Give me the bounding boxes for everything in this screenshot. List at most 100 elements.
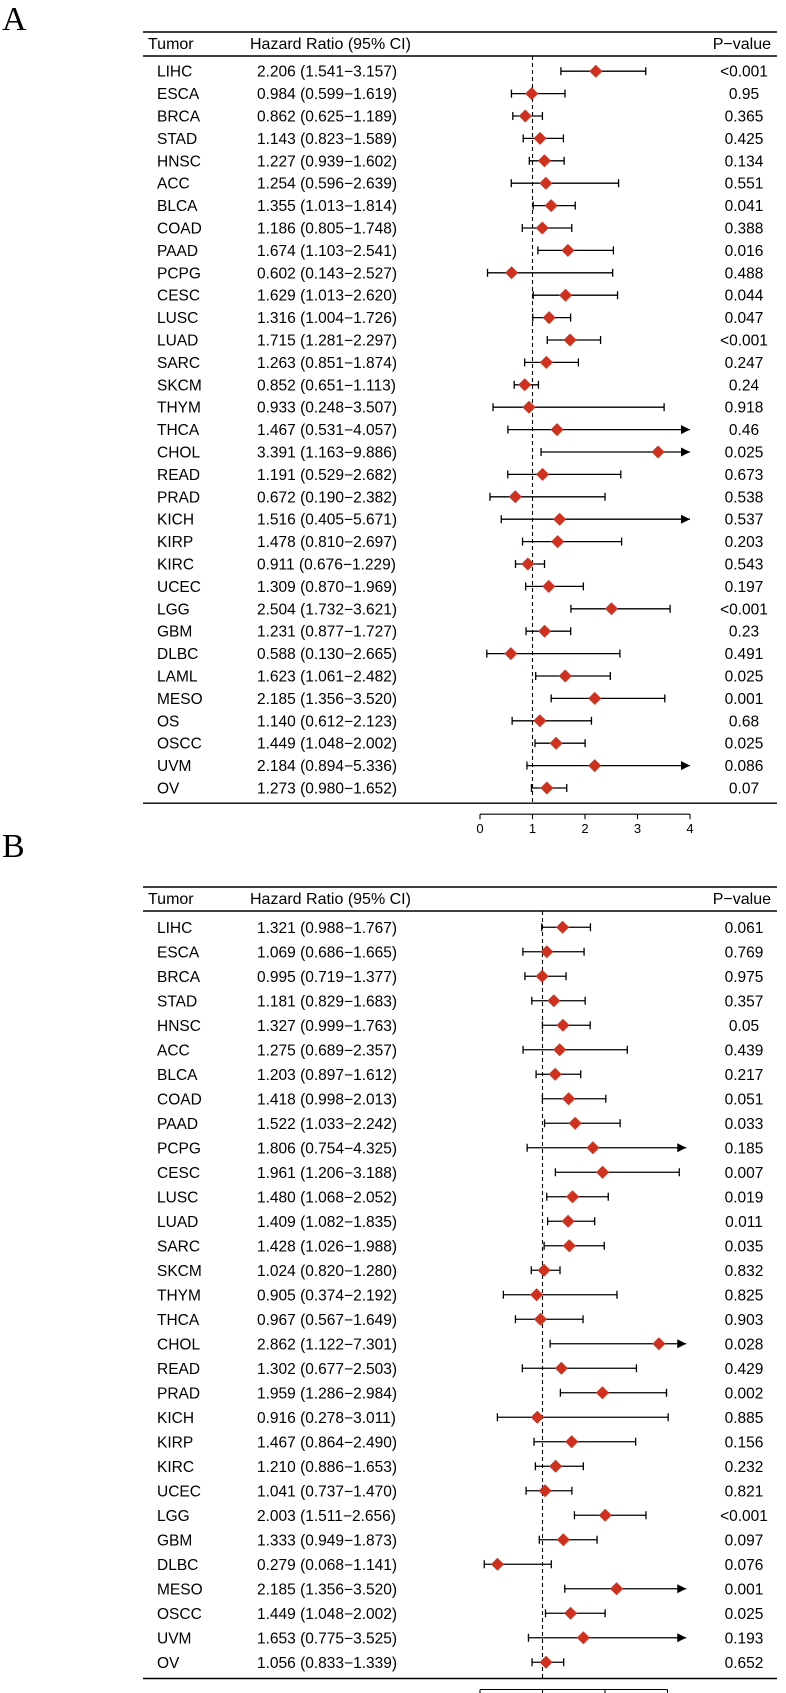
tumor-label: LUSC xyxy=(157,1189,198,1206)
hazard-ratio-text: 1.275 (0.689−2.357) xyxy=(257,1042,397,1059)
hazard-ratio-text: 1.186 (0.805−1.748) xyxy=(257,221,397,238)
tumor-label: CHOL xyxy=(157,445,200,462)
row-brca: BRCA 0.862 (0.625−1.189) 0.365 xyxy=(157,109,763,126)
hazard-ratio-text: 2.184 (0.894−5.336) xyxy=(257,758,397,775)
hazard-ratio-text: 2.185 (1.356−3.520) xyxy=(257,691,397,708)
p-value: 0.001 xyxy=(725,1581,764,1598)
tumor-label: SKCM xyxy=(157,377,202,394)
p-value: 0.46 xyxy=(729,422,759,439)
hr-diamond xyxy=(542,311,556,325)
hr-diamond xyxy=(566,1190,579,1204)
tumor-label: READ xyxy=(157,467,200,484)
row-os: OS 1.140 (0.612−2.123) 0.68 xyxy=(157,713,759,730)
row-cesc: CESC 1.961 (1.206−3.188) 0.007 xyxy=(157,1165,763,1182)
p-value: 0.247 xyxy=(725,355,764,372)
row-paad: PAAD 1.674 (1.103−2.541) 0.016 xyxy=(157,243,763,260)
hr-diamond xyxy=(598,1508,612,1522)
ci-arrow xyxy=(677,1339,687,1349)
p-value: 0.001 xyxy=(725,691,764,708)
row-lusc: LUSC 1.316 (1.004−1.726) 0.047 xyxy=(157,310,763,327)
tumor-label: LGG xyxy=(157,601,190,618)
hazard-ratio-text: 0.862 (0.625−1.189) xyxy=(257,109,397,126)
hr-diamond xyxy=(554,1361,568,1375)
p-value: 0.035 xyxy=(725,1238,764,1255)
hazard-ratio-text: 2.003 (1.511−2.656) xyxy=(257,1508,396,1525)
tumor-label: ACC xyxy=(157,176,190,193)
row-coad: COAD 1.418 (0.998−2.013) 0.051 xyxy=(157,1091,763,1108)
hr-diamond xyxy=(550,423,564,437)
tumor-label: BLCA xyxy=(157,1067,198,1084)
row-lusc: LUSC 1.480 (1.068−2.052) 0.019 xyxy=(157,1189,763,1206)
row-cesc: CESC 1.629 (1.013−2.620) 0.044 xyxy=(157,288,764,305)
hr-diamond xyxy=(568,1116,582,1130)
hr-diamond xyxy=(604,602,618,616)
ci-arrow xyxy=(681,514,690,524)
tumor-label: KIRP xyxy=(157,1434,193,1451)
row-hnsc: HNSC 1.227 (0.939−1.602) 0.134 xyxy=(157,153,764,170)
x-tick-label: 0 xyxy=(476,821,483,836)
hr-diamond xyxy=(559,288,573,302)
hazard-ratio-text: 1.467 (0.531−4.057) xyxy=(257,422,397,439)
hazard-ratio-text: 1.715 (1.281−2.297) xyxy=(257,333,397,350)
hr-diamond xyxy=(548,1067,562,1081)
hr-diamond xyxy=(537,154,551,168)
hr-diamond xyxy=(562,1239,576,1253)
row-uvm: UVM 1.653 (0.775−3.525) 0.193 xyxy=(157,1630,763,1647)
p-value: 0.002 xyxy=(725,1385,764,1402)
x-tick-label: 3 xyxy=(634,821,641,836)
hazard-ratio-text: 1.024 (0.820−1.280) xyxy=(257,1263,397,1280)
p-value: 0.232 xyxy=(725,1459,764,1476)
row-esca: ESCA 1.069 (0.686−1.665) 0.769 xyxy=(157,944,763,961)
p-value: 0.217 xyxy=(725,1067,764,1084)
hr-diamond xyxy=(556,1533,570,1547)
row-lgg: LGG 2.003 (1.511−2.656) <0.001 xyxy=(157,1508,768,1525)
hazard-ratio-text: 0.852 (0.651−1.113) xyxy=(257,377,396,394)
tumor-label: LAML xyxy=(157,669,198,686)
hazard-ratio-text: 0.602 (0.143−2.527) xyxy=(257,265,397,282)
row-stad: STAD 1.143 (0.823−1.589) 0.425 xyxy=(157,131,763,148)
tumor-label: OS xyxy=(157,713,179,730)
hr-diamond xyxy=(588,691,602,705)
row-chol: CHOL 2.862 (1.122−7.301) 0.028 xyxy=(157,1336,763,1353)
hazard-ratio-text: 1.143 (0.823−1.589) xyxy=(257,131,397,148)
p-value: 0.156 xyxy=(725,1434,764,1451)
hazard-ratio-text: 1.629 (1.013−2.620) xyxy=(257,288,397,305)
row-stad: STAD 1.181 (0.829−1.683) 0.357 xyxy=(157,993,763,1010)
tumor-label: READ xyxy=(157,1361,200,1378)
tumor-label: KICH xyxy=(157,1410,194,1427)
p-value: <0.001 xyxy=(720,601,768,618)
row-skcm: SKCM 1.024 (0.820−1.280) 0.832 xyxy=(157,1263,763,1280)
tumor-label: GBM xyxy=(157,1532,192,1549)
hazard-ratio-text: 1.181 (0.829−1.683) xyxy=(257,993,397,1010)
p-value: 0.388 xyxy=(725,221,764,238)
p-value: 0.134 xyxy=(725,153,764,170)
p-value: 0.076 xyxy=(725,1557,764,1574)
tumor-label: HNSC xyxy=(157,153,201,170)
hazard-ratio-text: 1.480 (1.068−2.052) xyxy=(257,1189,397,1206)
tumor-label: PRAD xyxy=(157,1385,200,1402)
hazard-ratio-text: 2.862 (1.122−7.301) xyxy=(257,1336,397,1353)
tumor-label: COAD xyxy=(157,221,202,238)
row-ov: OV 1.273 (0.980−1.652) 0.07 xyxy=(157,781,759,798)
tumor-label: SARC xyxy=(157,355,200,372)
hr-diamond xyxy=(539,355,553,369)
hazard-ratio-text: 1.056 (0.833−1.339) xyxy=(257,1655,397,1672)
hr-diamond xyxy=(540,781,554,795)
hazard-ratio-text: 0.933 (0.248−3.507) xyxy=(257,400,397,417)
hr-diamond xyxy=(562,1092,576,1106)
tumor-label: HNSC xyxy=(157,1018,201,1035)
row-gbm: GBM 1.333 (0.949−1.873) 0.097 xyxy=(157,1532,763,1549)
hazard-ratio-text: 1.428 (1.026−1.988) xyxy=(257,1238,397,1255)
p-value: 0.025 xyxy=(725,736,764,753)
tumor-label: KIRC xyxy=(157,1459,194,1476)
hr-diamond xyxy=(553,1043,567,1057)
hr-diamond xyxy=(521,557,535,571)
p-value: 0.23 xyxy=(729,624,759,641)
hazard-ratio-text: 0.279 (0.068−1.141) xyxy=(257,1557,397,1574)
x-axis: 0 1 2 3 4 xyxy=(476,813,694,836)
p-value: 0.011 xyxy=(725,1214,763,1231)
hazard-ratio-text: 1.333 (0.949−1.873) xyxy=(257,1532,397,1549)
row-kirp: KIRP 1.467 (0.864−2.490) 0.156 xyxy=(157,1434,763,1451)
hr-diamond xyxy=(595,1386,609,1400)
tumor-label: LUAD xyxy=(157,1214,198,1231)
